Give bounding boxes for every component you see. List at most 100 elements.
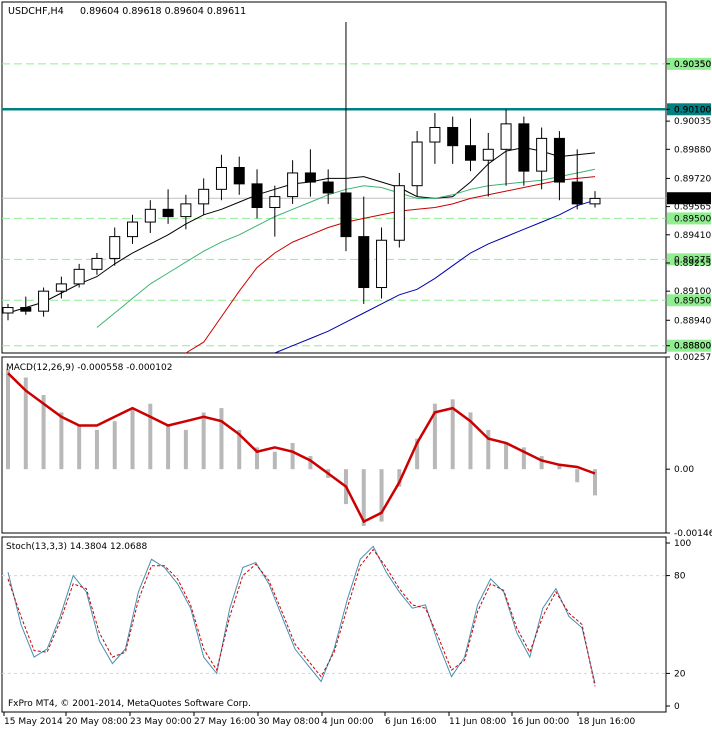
macd-tick-label: 0.00257 <box>674 353 711 363</box>
macd-bar <box>593 469 597 496</box>
moving-average-line <box>274 199 596 354</box>
candle-body <box>447 126 459 147</box>
time-tick-label: 18 Jun 16:00 <box>578 717 635 727</box>
candle-body <box>38 290 50 312</box>
macd-bar <box>415 438 420 470</box>
price-tick-label: 0.89100 <box>674 287 711 297</box>
ohlc-header: 0.89604 0.89618 0.89604 0.89611 <box>80 6 246 17</box>
candle-body <box>73 268 85 285</box>
candle-body <box>358 236 370 289</box>
time-tick-label: 11 Jun 08:00 <box>449 717 506 727</box>
candle-body <box>571 181 583 205</box>
time-tick-label: 16 Jun 00:00 <box>512 717 569 727</box>
macd-bar <box>539 456 544 470</box>
candle-body <box>251 183 263 209</box>
moving-averages <box>7 146 596 354</box>
time-tick-label: 20 May 08:00 <box>66 717 128 727</box>
macd-bar <box>59 412 64 470</box>
macd-bar <box>183 429 188 470</box>
current-price-label: 0.89611 <box>674 194 711 204</box>
stoch-title: Stoch(13,3,3) 14.3804 12.0688 <box>6 542 147 552</box>
macd-bar <box>486 429 491 470</box>
time-tick-label: 27 May 16:00 <box>194 717 256 727</box>
macd-bar <box>130 408 135 470</box>
macd-bar <box>94 429 99 470</box>
candle-body <box>340 192 352 238</box>
price-level-box <box>667 103 711 116</box>
candle-body <box>144 208 156 223</box>
stoch-axis: 100 80 20 0 <box>2 539 691 712</box>
macd-bar <box>432 403 437 470</box>
candle-body <box>393 185 405 241</box>
price-level-box <box>667 253 711 266</box>
time-axis: 15 May 2014 20 May 08:00 23 May 00:00 27 Ma… <box>3 712 635 727</box>
macd-bar <box>361 469 366 526</box>
footer-copyright: FxPro MT4, © 2001-2014, MetaQuotes Softw… <box>8 699 251 709</box>
candle-body <box>91 257 103 270</box>
price-tick-label: 0.89565 <box>674 203 711 213</box>
price-level-label: 0.90350 <box>674 60 711 70</box>
candle-body <box>589 197 601 205</box>
macd-bar <box>308 456 313 470</box>
macd-bar <box>379 469 384 522</box>
macd-bar <box>255 447 260 470</box>
candle-body <box>198 188 210 205</box>
price-candles <box>2 22 601 321</box>
macd-bar <box>557 464 562 470</box>
macd-bar <box>41 394 46 470</box>
current-price-box <box>667 192 711 205</box>
stoch-lines <box>7 545 596 687</box>
stoch-tick-label: 0 <box>674 702 680 712</box>
moving-average-line <box>7 146 596 314</box>
price-tick-label: 0.89255 <box>674 259 711 269</box>
candle-body <box>411 141 423 187</box>
macd-bar <box>450 399 455 470</box>
price-level-label: 0.89500 <box>674 214 711 224</box>
time-tick-label: 4 Jun 00:00 <box>322 717 374 727</box>
macd-axis: 0.00257 0.00 -0.001462 <box>666 353 712 539</box>
macd-bar <box>148 403 153 470</box>
macd-signal-line <box>7 372 596 524</box>
symbol-title: USDCHF,H4 <box>8 6 64 17</box>
macd-bar <box>201 412 206 470</box>
price-tick-label: 0.89720 <box>674 174 711 184</box>
candle-body <box>287 172 299 198</box>
macd-bar <box>272 451 277 470</box>
candle-body <box>304 172 316 183</box>
price-tick-label: 0.90350 <box>674 60 711 70</box>
price-level-label: 0.88800 <box>674 342 711 352</box>
price-level-box <box>667 294 711 307</box>
macd-bar <box>6 368 10 470</box>
macd-bar <box>575 469 580 483</box>
price-levels: 0.90350 0.90100 0.89500 0.89275 0.89050 0.888… <box>2 57 711 352</box>
candle-body <box>500 123 512 150</box>
time-tick-label: 30 May 08:00 <box>258 717 320 727</box>
candle-body <box>376 239 388 289</box>
stoch-signal-line <box>7 548 596 687</box>
price-tick-label: 0.89410 <box>674 231 711 241</box>
moving-average-line <box>185 176 596 354</box>
price-level-label: 0.90100 <box>674 105 711 115</box>
candle-body <box>464 145 476 161</box>
stoch-main-line <box>7 545 596 684</box>
candle-body <box>20 307 32 312</box>
macd-bar <box>290 442 295 470</box>
candle-body <box>233 166 245 185</box>
candle-body <box>55 283 67 292</box>
price-tick-label: 0.88940 <box>674 316 711 326</box>
candle-body <box>553 137 565 183</box>
candle-body <box>536 137 548 172</box>
macd-bar <box>112 421 117 470</box>
price-level-box <box>667 57 711 70</box>
candle-body <box>215 166 227 190</box>
candle-body <box>269 196 281 209</box>
time-tick-label: 6 Jun 16:00 <box>385 717 437 727</box>
candle-body <box>127 221 139 238</box>
time-tick-label: 15 May 2014 <box>4 717 63 727</box>
macd-bar <box>504 442 509 470</box>
macd-bar <box>77 425 82 470</box>
price-level-label: 0.89050 <box>674 296 711 306</box>
price-level-box <box>667 339 711 352</box>
macd-tick-label: 0.00 <box>674 465 694 475</box>
